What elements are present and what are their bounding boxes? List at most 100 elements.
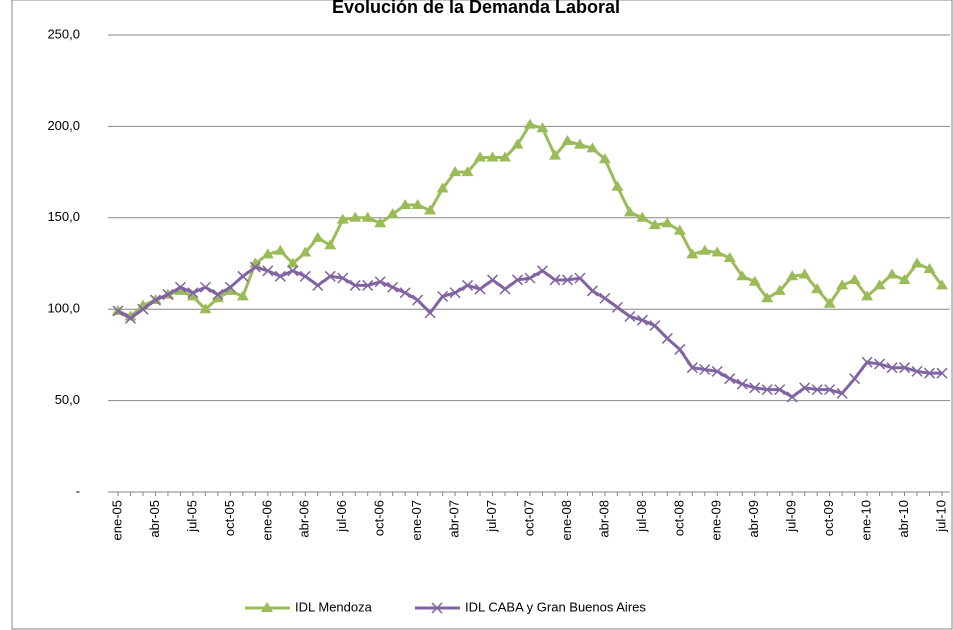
data-point (936, 279, 948, 290)
x-tick-label: jul-08 (634, 500, 649, 533)
data-point (412, 294, 424, 306)
y-tick-label: 200,0 (47, 118, 80, 133)
data-point (936, 367, 948, 379)
data-point (362, 279, 374, 291)
data-point (399, 287, 411, 299)
data-point (236, 290, 249, 301)
data-point (848, 273, 861, 284)
data-point (462, 279, 474, 291)
data-point (574, 272, 586, 284)
data-point (162, 289, 174, 301)
data-point (611, 180, 624, 191)
data-point (374, 217, 387, 228)
data-point (499, 151, 512, 162)
data-point (199, 303, 212, 314)
data-point (349, 211, 362, 222)
data-point (711, 365, 723, 377)
data-point (624, 310, 636, 323)
data-point (324, 270, 336, 282)
data-point (474, 283, 486, 295)
data-point (649, 320, 661, 332)
data-point (536, 265, 549, 277)
data-point (773, 284, 786, 295)
data-point (224, 281, 236, 293)
data-point (137, 303, 149, 315)
data-point (886, 362, 898, 374)
y-tick-label: 150,0 (47, 209, 80, 224)
data-point (311, 231, 324, 242)
data-point (923, 367, 936, 379)
data-point (586, 142, 599, 153)
y-tick-label: - (76, 483, 80, 498)
legend-label: IDL Mendoza (295, 599, 373, 614)
data-point (461, 166, 474, 177)
data-point (874, 358, 886, 370)
data-point (149, 294, 161, 306)
data-point (374, 276, 386, 288)
data-point (299, 270, 311, 282)
data-point (249, 261, 261, 273)
data-point (911, 257, 924, 268)
x-tick-label: ene-10 (859, 500, 874, 540)
data-point (686, 248, 699, 259)
data-point (174, 281, 186, 293)
data-point (774, 384, 786, 396)
data-point (923, 262, 936, 273)
data-point (736, 270, 749, 281)
data-point (711, 246, 724, 257)
x-tick-label: jul-07 (484, 500, 499, 533)
data-point (261, 248, 274, 259)
data-point (474, 151, 487, 162)
data-point (274, 270, 286, 282)
x-tick-label: abr-08 (596, 500, 611, 538)
data-point (199, 281, 211, 293)
data-point (723, 252, 736, 263)
data-point (698, 244, 711, 255)
x-tick-label: ene-06 (259, 500, 274, 540)
data-point (511, 138, 524, 149)
data-point (524, 272, 536, 284)
data-point (186, 290, 199, 301)
data-point (561, 135, 574, 146)
data-point (823, 297, 836, 308)
data-point (361, 211, 374, 222)
data-point (112, 305, 124, 317)
data-point (536, 122, 549, 133)
data-point (386, 208, 399, 219)
data-point (399, 199, 412, 210)
data-point (124, 312, 137, 324)
x-tick-label: abr-05 (147, 500, 162, 538)
data-point (798, 268, 811, 279)
data-point (437, 290, 449, 302)
data-point (786, 391, 798, 403)
data-point (212, 289, 224, 301)
x-tick-label: abr-10 (896, 500, 911, 538)
data-point (499, 283, 511, 295)
chart-frame (11, 0, 953, 630)
data-point (187, 287, 199, 299)
data-point (861, 290, 874, 301)
data-point (598, 153, 611, 164)
data-point (824, 384, 836, 396)
data-point (524, 118, 536, 129)
data-point (436, 182, 449, 193)
data-point (586, 285, 598, 297)
data-point (911, 365, 923, 377)
data-point (274, 244, 287, 255)
data-point (286, 257, 299, 268)
x-tick-label: ene-09 (709, 500, 724, 540)
data-point (324, 239, 337, 250)
data-point (174, 284, 187, 295)
x-tick-label: oct-08 (671, 500, 686, 536)
data-point (648, 219, 661, 230)
data-point (424, 204, 437, 215)
data-point (337, 272, 349, 284)
y-tick-label: 50,0 (55, 392, 80, 407)
data-point (799, 382, 811, 394)
data-point (487, 274, 499, 286)
data-point (287, 265, 299, 277)
data-point (699, 363, 711, 376)
data-point (899, 362, 911, 374)
x-tick-label: oct-07 (521, 500, 536, 536)
